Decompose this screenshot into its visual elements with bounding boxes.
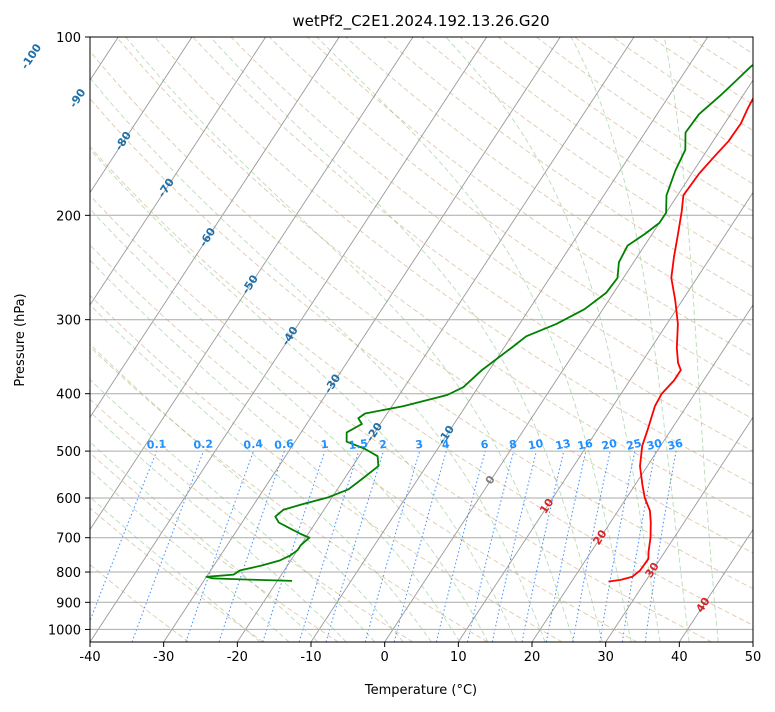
y-tick-label: 500	[56, 445, 81, 460]
x-tick-label: -30	[153, 650, 174, 665]
x-tick-label: 20	[524, 650, 541, 665]
y-tick-label: 200	[56, 209, 81, 224]
mixing-ratio-label: 0.4	[243, 437, 264, 452]
mixing-ratio-label: 0.1	[146, 438, 166, 452]
x-tick-label: -20	[227, 650, 248, 665]
mixing-ratio-label: 0.2	[193, 437, 213, 451]
mixing-ratio-label: 0.6	[274, 437, 295, 452]
x-axis-label: Temperature (°C)	[364, 683, 477, 698]
y-tick-label: 700	[56, 532, 81, 547]
x-tick-label: 10	[450, 650, 467, 665]
x-tick-label: 40	[671, 650, 688, 665]
x-tick-label: 30	[597, 650, 614, 665]
x-tick-label: -40	[79, 650, 100, 665]
y-tick-label: 600	[56, 492, 81, 507]
x-tick-label: 50	[745, 650, 762, 665]
y-tick-label: 100	[56, 31, 81, 46]
y-axis-label: Pressure (hPa)	[13, 293, 28, 386]
mixing-ratio-label: 1	[320, 438, 329, 452]
y-tick-label: 1000	[48, 623, 81, 638]
y-tick-label: 900	[56, 596, 81, 611]
x-tick-label: 0	[381, 650, 389, 665]
x-tick-label: -10	[300, 650, 321, 665]
chart-title: wetPf2_C2E1.2024.192.13.26.G20	[292, 12, 549, 31]
y-tick-label: 300	[56, 314, 81, 329]
y-tick-label: 400	[56, 388, 81, 403]
y-tick-label: 800	[56, 566, 81, 581]
